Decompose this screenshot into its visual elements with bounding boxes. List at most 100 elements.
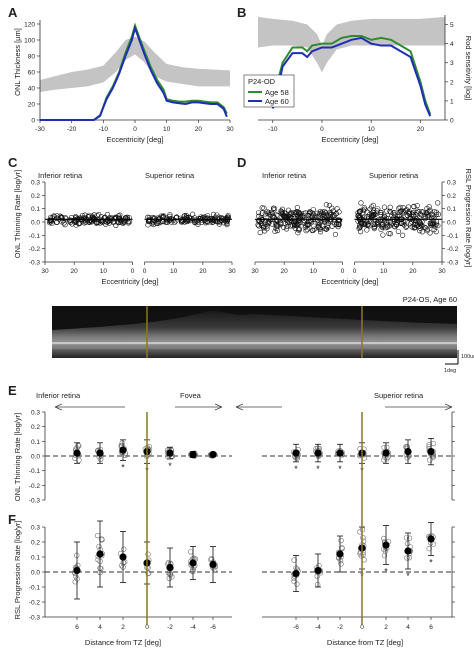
mean-marker (166, 449, 174, 457)
x-tick-label: 10 (380, 268, 388, 275)
y-tick-label: 5 (450, 22, 454, 29)
mean-marker (336, 550, 344, 558)
data-point (404, 207, 410, 213)
panel-a-label: A (8, 5, 18, 20)
data-point (369, 204, 375, 210)
y-tick-label: -0.3 (29, 260, 41, 267)
data-point (296, 227, 302, 233)
data-point (317, 225, 323, 231)
data-point (108, 215, 114, 222)
mean-marker (189, 559, 197, 567)
data-point (79, 212, 86, 219)
x-tick-label: 30 (226, 126, 234, 133)
data-point (301, 220, 307, 226)
data-point (221, 220, 227, 226)
data-point (323, 202, 329, 208)
data-point (335, 217, 341, 223)
oct-scale-deg: 1deg (444, 368, 456, 374)
x-tick-label: 10 (368, 126, 376, 133)
y-tick-label: 0.3 (31, 180, 40, 187)
data-point (288, 210, 294, 216)
data-point (435, 222, 441, 229)
y-tick-label: 0.0 (31, 454, 40, 461)
data-point (404, 455, 410, 461)
data-point (424, 205, 430, 212)
y-tick-label: 0.1 (447, 206, 456, 213)
data-point (256, 213, 262, 219)
data-point (334, 206, 340, 212)
data-point (271, 205, 277, 211)
panel-b-legend: P24-OD Age 58 Age 60 (243, 74, 295, 108)
arrow-superior-head (444, 403, 453, 411)
panel-b-plot: -10 0 10 20 0 1 2 3 4 5 (258, 15, 454, 133)
panel-f-label: F (8, 512, 16, 527)
series-line-1 (271, 36, 432, 117)
data-point (326, 209, 333, 216)
panel-d-region-right: Superior retina (369, 171, 419, 180)
data-point (294, 204, 300, 211)
data-point (145, 570, 151, 577)
data-point (97, 456, 104, 462)
data-point (272, 228, 278, 235)
y-tick-label: 0.1 (31, 206, 40, 213)
y-tick-label: 0.2 (31, 193, 40, 200)
data-point (167, 217, 173, 223)
data-point (271, 207, 277, 213)
data-point (302, 222, 308, 229)
x-tick-label: 0 (320, 126, 324, 133)
data-point (430, 440, 437, 447)
data-point (295, 215, 301, 222)
y-tick-label: -0.1 (29, 233, 41, 240)
data-point (305, 222, 311, 229)
data-point (360, 535, 366, 541)
data-point (259, 205, 265, 211)
data-point (117, 216, 123, 222)
data-point (309, 227, 315, 234)
data-point (370, 202, 376, 208)
data-point (98, 536, 105, 542)
data-point (357, 209, 363, 215)
significance-star: * (168, 461, 172, 471)
data-point (433, 221, 440, 227)
x-tick-label: -6 (293, 624, 299, 631)
data-point (380, 215, 387, 221)
data-point (322, 225, 328, 232)
data-point (419, 208, 425, 215)
panel-c-region-right: Superior retina (145, 171, 195, 180)
y-tick-label: 40 (28, 86, 36, 93)
x-tick-label: 0 (143, 268, 147, 275)
data-point (326, 202, 332, 208)
data-point (285, 207, 292, 213)
data-point (178, 217, 184, 223)
data-point (337, 558, 344, 564)
data-point (397, 208, 404, 214)
data-point (67, 218, 73, 224)
data-point (362, 206, 368, 212)
data-point (156, 220, 162, 226)
data-point (426, 441, 432, 448)
panel-b-ylabel: Rod sensitivity [log] (464, 36, 473, 101)
data-point (181, 213, 187, 219)
x-tick-label: 0 (341, 268, 345, 275)
x-tick-label: -6 (210, 624, 216, 631)
y-tick-label: 3 (450, 60, 454, 67)
data-point (392, 210, 398, 216)
data-point (54, 219, 60, 225)
data-point (94, 532, 101, 539)
data-point (416, 217, 422, 224)
data-point (68, 215, 74, 221)
data-point (184, 217, 191, 223)
x-tick-label: 30 (41, 268, 49, 275)
data-point (280, 213, 286, 219)
data-point (435, 211, 442, 217)
data-point (199, 219, 205, 225)
y-tick-label: -0.3 (29, 498, 41, 505)
data-point (113, 222, 119, 228)
data-point (430, 220, 437, 227)
data-point (424, 228, 430, 234)
data-point (321, 217, 327, 223)
y-tick-label: 4 (450, 41, 454, 48)
data-point (428, 222, 434, 228)
y-tick-label: 2 (450, 79, 454, 86)
data-point (317, 221, 323, 227)
